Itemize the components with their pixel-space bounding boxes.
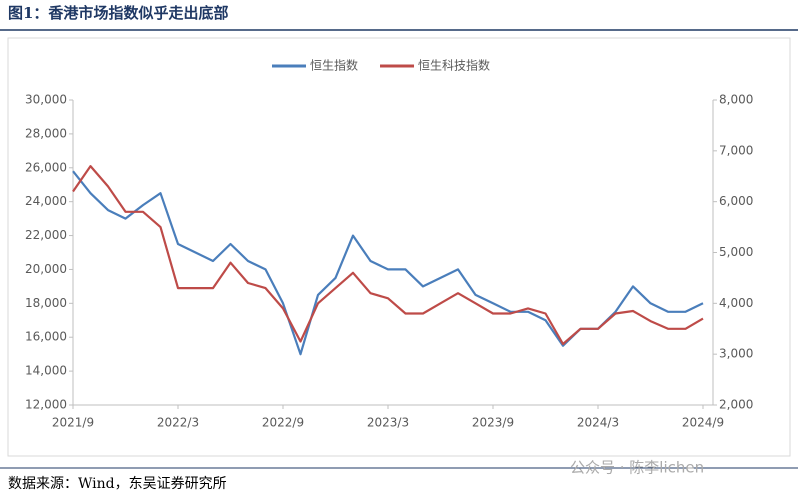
legend-label: 恒生科技指数 bbox=[418, 58, 490, 73]
y-tick-label: 22,000 bbox=[25, 228, 67, 242]
y-tick-label: 30,000 bbox=[25, 93, 67, 107]
y-tick-label: 20,000 bbox=[25, 262, 67, 276]
y-tick-label: 18,000 bbox=[25, 296, 67, 310]
y2-tick-label: 2,000 bbox=[719, 398, 753, 412]
series-line bbox=[72, 170, 704, 356]
legend-label: 恒生指数 bbox=[310, 58, 358, 73]
x-tick-label: 2022/9 bbox=[262, 416, 304, 430]
source: 数据来源：Wind，东吴证券研究所 bbox=[8, 476, 227, 492]
y2-tick-label: 6,000 bbox=[719, 194, 753, 208]
y-tick-label: 16,000 bbox=[25, 330, 67, 344]
x-tick-label: 2021/9 bbox=[52, 416, 94, 430]
watermark: 公众号 · 陈李lichen bbox=[570, 459, 704, 477]
y2-tick-label: 7,000 bbox=[719, 143, 753, 157]
chart-title: 图1：香港市场指数似乎走出底部 bbox=[8, 4, 228, 22]
x-tick-label: 2024/3 bbox=[577, 416, 619, 430]
x-tick-label: 2023/9 bbox=[472, 416, 514, 430]
x-tick-label: 2023/3 bbox=[367, 416, 409, 430]
y-tick-label: 14,000 bbox=[25, 364, 67, 378]
y2-tick-label: 4,000 bbox=[719, 296, 753, 310]
y2-tick-label: 5,000 bbox=[719, 245, 753, 259]
x-tick-label: 2024/9 bbox=[682, 416, 724, 430]
y2-tick-label: 8,000 bbox=[719, 93, 753, 107]
y-tick-label: 12,000 bbox=[25, 398, 67, 412]
y-tick-label: 26,000 bbox=[25, 160, 67, 174]
y-tick-label: 28,000 bbox=[25, 126, 67, 140]
plot-frame bbox=[7, 37, 791, 457]
y-tick-label: 24,000 bbox=[25, 194, 67, 208]
x-tick-label: 2022/3 bbox=[157, 416, 199, 430]
y2-tick-label: 3,000 bbox=[719, 347, 753, 361]
series-line bbox=[72, 165, 704, 346]
